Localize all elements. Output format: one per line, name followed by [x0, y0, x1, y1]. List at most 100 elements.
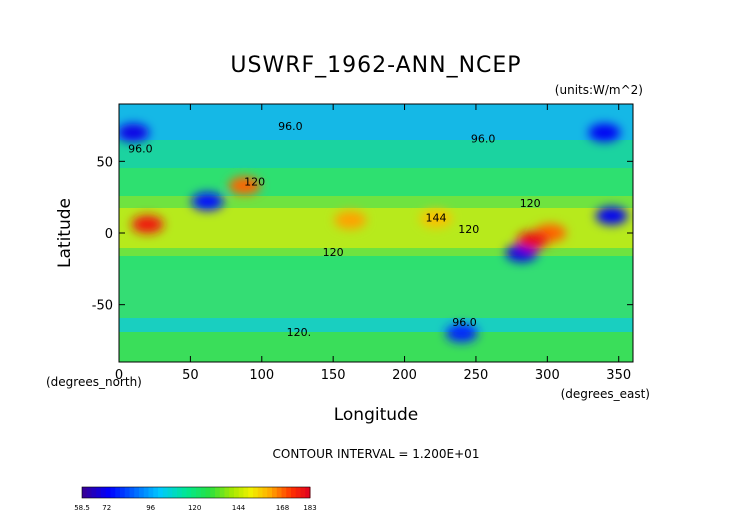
colorbar-swatch — [186, 487, 192, 498]
colorbar-swatch — [253, 487, 259, 498]
colorbar-tick-label: 96 — [146, 504, 155, 512]
colorbar-swatch — [215, 487, 221, 498]
colorbar-swatch — [200, 487, 206, 498]
colorbar-swatch — [82, 487, 88, 498]
colorbar-swatch — [139, 487, 145, 498]
chart-title: USWRF_1962-ANN_NCEP — [230, 53, 521, 78]
y-tick-label: 50 — [96, 155, 113, 170]
contour-label-layer: 96.0 96.0 96.0 120 144 120 120 120 96.0 120. — [128, 120, 541, 339]
field-feature-8 — [119, 123, 150, 142]
colorbar-swatch — [110, 487, 116, 498]
contour-label-2: 96.0 — [471, 133, 496, 146]
colorbar-swatch — [167, 487, 173, 498]
x-axis-ticks: 0 50 100 150 200 250 300 350 — [115, 104, 631, 383]
colorbar-swatch — [86, 487, 92, 498]
colorbar-swatch — [115, 487, 121, 498]
contour-label-7: 120 — [323, 246, 344, 259]
colorbar-swatch — [153, 487, 159, 498]
arctic-band — [119, 104, 633, 140]
x-tick-label: 0 — [115, 368, 123, 383]
colorbar-swatch — [134, 487, 140, 498]
colorbar-swatch — [96, 487, 102, 498]
colorbar-swatch — [162, 487, 168, 498]
field-feature-10 — [445, 324, 478, 343]
colorbar-swatch — [124, 487, 130, 498]
x-tick-label: 200 — [392, 368, 417, 383]
y-axis-ticks: 50 0 -50 — [92, 155, 633, 314]
colorbar-swatch — [286, 487, 292, 498]
colorbar-swatch — [148, 487, 154, 498]
colorbar-swatch — [281, 487, 287, 498]
colorbar-swatch — [158, 487, 164, 498]
colorbar-swatch — [191, 487, 197, 498]
colorbar-swatch — [234, 487, 240, 498]
colorbar-swatch — [196, 487, 202, 498]
antarctic-band — [119, 332, 633, 362]
plot-area: 96.0 96.0 96.0 120 144 120 120 120 96.0 120. — [119, 104, 633, 362]
field-feature-1 — [191, 192, 224, 211]
x-tick-label: 150 — [321, 368, 346, 383]
x-tick-label: 50 — [182, 368, 199, 383]
colorbar-tick-label: 58.5 — [74, 504, 90, 512]
colorbar-swatch — [177, 487, 183, 498]
colorbar-swatch — [129, 487, 135, 498]
colorbar-swatch — [143, 487, 149, 498]
colorbar-swatch — [172, 487, 178, 498]
colorbar-swatch — [257, 487, 263, 498]
colorbar-frame — [81, 486, 311, 499]
colorbar-ticks: 58.5 72 96 120 144 168 183 — [74, 504, 316, 512]
colorbar-swatch — [305, 487, 311, 498]
colorbar-swatch — [219, 487, 225, 498]
feature-layer — [119, 123, 628, 343]
field-feature-4 — [419, 209, 452, 228]
colorbar-swatch — [272, 487, 278, 498]
contour-label-3: 120 — [244, 176, 265, 189]
contour-label-6: 120 — [458, 223, 479, 236]
x-tick-label: 350 — [606, 368, 631, 383]
colorbar-swatch — [205, 487, 211, 498]
y-tick-label: -50 — [92, 299, 113, 314]
colorbar-swatch — [238, 487, 244, 498]
field-feature-11 — [517, 231, 550, 250]
contour-label-8: 96.0 — [452, 316, 477, 329]
contour-label-5: 120 — [520, 197, 541, 210]
y-unit-label: (degrees_north) — [46, 375, 142, 389]
colorbar-tick-label: 183 — [303, 504, 316, 512]
colorbar-swatch — [300, 487, 306, 498]
field-feature-3 — [334, 211, 367, 230]
units-label: (units:W/m^2) — [555, 83, 643, 97]
x-unit-label: (degrees_east) — [561, 387, 650, 401]
x-tick-label: 250 — [464, 368, 489, 383]
colorbar-swatch — [267, 487, 273, 498]
colorbar-swatch — [243, 487, 249, 498]
colorbar-swatch — [262, 487, 268, 498]
field-feature-2 — [228, 176, 261, 195]
colorbar-swatch — [210, 487, 216, 498]
colorbar-swatch — [181, 487, 187, 498]
colorbar-tick-label: 72 — [102, 504, 111, 512]
contour-label-1: 96.0 — [128, 143, 153, 156]
colorbar-tick-label: 168 — [276, 504, 289, 512]
x-tick-label: 300 — [535, 368, 560, 383]
colorbar-swatch — [295, 487, 301, 498]
colorbar-swatch — [276, 487, 282, 498]
colorbar-swatch — [105, 487, 111, 498]
colorbar-swatch — [291, 487, 297, 498]
contour-label-0: 96.0 — [278, 120, 303, 133]
colorbar-tick-label: 120 — [188, 504, 201, 512]
colorbar-tick-label: 144 — [232, 504, 246, 512]
colorbar-swatch — [229, 487, 235, 498]
north-midlat-band — [119, 140, 633, 168]
x-tick-label: 100 — [249, 368, 274, 383]
south-midlat-band — [119, 270, 633, 320]
colorbar — [81, 486, 311, 499]
colorbar-swatch — [248, 487, 254, 498]
contour-interval-label: CONTOUR INTERVAL = 1.200E+01 — [273, 447, 480, 461]
y-tick-label: 0 — [105, 227, 113, 242]
field-feature-0 — [131, 215, 164, 234]
colorbar-swatch — [91, 487, 97, 498]
colorbar-swatch — [120, 487, 126, 498]
x-axis-label: Longitude — [334, 405, 419, 425]
colorbar-swatch — [224, 487, 230, 498]
